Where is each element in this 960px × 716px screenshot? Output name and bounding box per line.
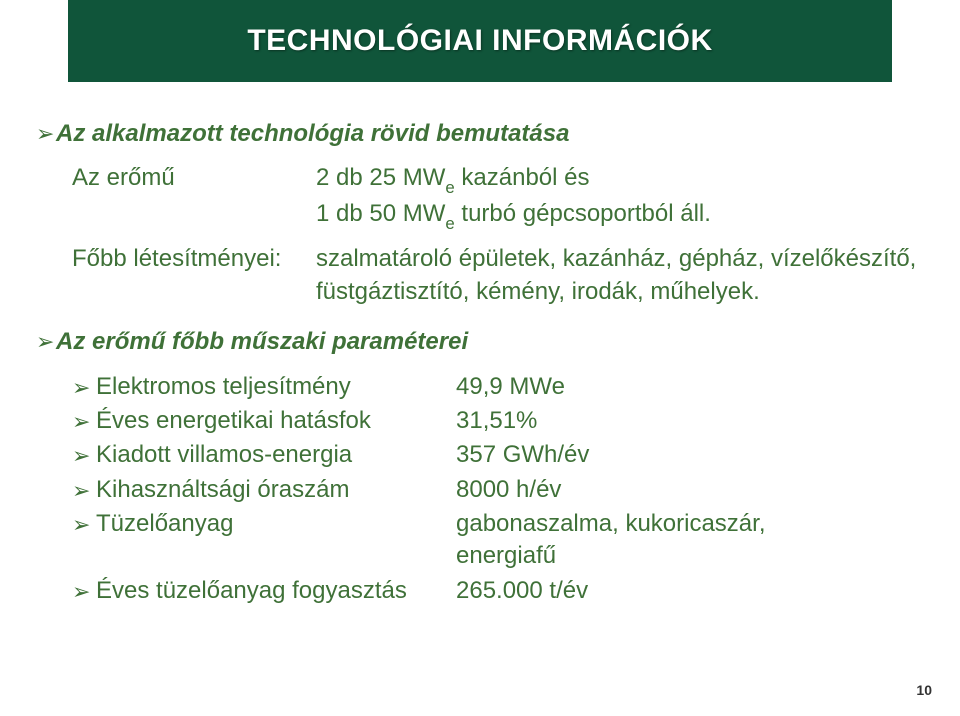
value-text: 1 db 50 MW	[316, 200, 445, 227]
spec-value: szalmatároló épületek, kazánház, gépház,…	[316, 243, 926, 308]
param-value: gabonaszalma, kukoricaszár, energiafű	[456, 508, 926, 573]
chevron-icon: ➢	[36, 118, 56, 149]
param-row: ➢ Éves energetikai hatásfok 31,51%	[72, 405, 926, 437]
spec-row: Az erőmű 2 db 25 MWe kazánból és 1 db 50…	[72, 162, 926, 233]
chevron-icon: ➢	[36, 326, 56, 357]
spec-value: 2 db 25 MWe kazánból és 1 db 50 MWe turb…	[316, 162, 926, 233]
param-value: 8000 h/év	[456, 474, 926, 506]
param-value-line: energiafű	[456, 540, 926, 572]
page-number: 10	[916, 682, 932, 698]
param-value: 357 GWh/év	[456, 439, 926, 471]
param-value: 49,9 MWe	[456, 371, 926, 403]
chevron-icon: ➢	[72, 575, 96, 607]
subscript: e	[445, 214, 454, 233]
param-row: ➢ Elektromos teljesítmény 49,9 MWe	[72, 371, 926, 403]
spec-row: Főbb létesítményei: szalmatároló épülete…	[72, 243, 926, 308]
section2-title: Az erőmű főbb műszaki paraméterei	[56, 326, 468, 358]
param-list: ➢ Elektromos teljesítmény 49,9 MWe ➢ Éve…	[72, 371, 926, 608]
slide: TECHNOLÓGIAI INFORMÁCIÓK ➢ Az alkalmazot…	[0, 0, 960, 716]
slide-content: ➢ Az alkalmazott technológia rövid bemut…	[36, 118, 926, 609]
param-label: Tüzelőanyag	[96, 508, 456, 573]
param-label: Kiadott villamos-energia	[96, 439, 456, 471]
spec-label: Az erőmű	[72, 162, 316, 233]
value-text: kazánból és	[455, 164, 590, 191]
title-bar: TECHNOLÓGIAI INFORMÁCIÓK	[68, 0, 892, 82]
value-text: turbó gépcsoportból áll.	[455, 200, 711, 227]
section-heading: ➢ Az alkalmazott technológia rövid bemut…	[36, 118, 926, 150]
param-value: 265.000 t/év	[456, 575, 926, 607]
subscript: e	[445, 178, 454, 197]
chevron-icon: ➢	[72, 508, 96, 573]
spec-label: Főbb létesítményei:	[72, 243, 316, 308]
param-row: ➢ Kiadott villamos-energia 357 GWh/év	[72, 439, 926, 471]
param-label: Kihasználtsági óraszám	[96, 474, 456, 506]
chevron-icon: ➢	[72, 474, 96, 506]
section-heading: ➢ Az erőmű főbb műszaki paraméterei	[36, 326, 926, 358]
section2: ➢ Az erőmű főbb műszaki paraméterei ➢ El…	[36, 326, 926, 607]
param-row: ➢ Kihasználtsági óraszám 8000 h/év	[72, 474, 926, 506]
param-value: 31,51%	[456, 405, 926, 437]
param-value-line: gabonaszalma, kukoricaszár,	[456, 508, 926, 540]
chevron-icon: ➢	[72, 405, 96, 437]
section1-title: Az alkalmazott technológia rövid bemutat…	[56, 118, 569, 150]
chevron-icon: ➢	[72, 371, 96, 403]
param-row: ➢ Tüzelőanyag gabonaszalma, kukoricaszár…	[72, 508, 926, 573]
value-text: 2 db 25 MW	[316, 164, 445, 191]
param-label: Éves tüzelőanyag fogyasztás	[96, 575, 456, 607]
param-row: ➢ Éves tüzelőanyag fogyasztás 265.000 t/…	[72, 575, 926, 607]
param-label: Éves energetikai hatásfok	[96, 405, 456, 437]
chevron-icon: ➢	[72, 439, 96, 471]
param-label: Elektromos teljesítmény	[96, 371, 456, 403]
slide-title: TECHNOLÓGIAI INFORMÁCIÓK	[247, 24, 712, 58]
